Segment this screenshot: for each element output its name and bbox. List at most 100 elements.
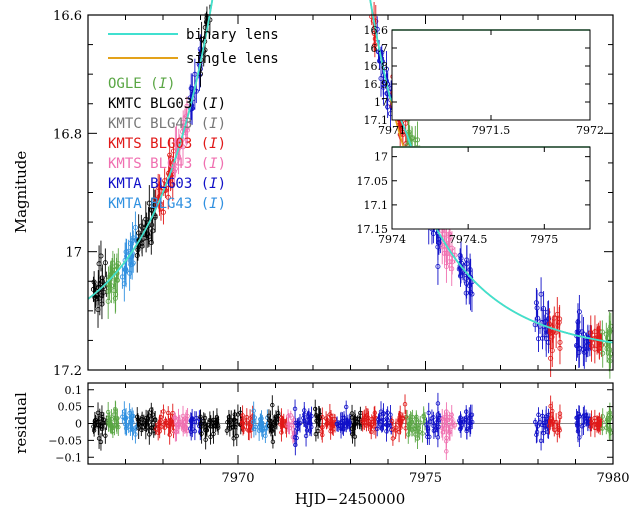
residual-point (174, 422, 180, 428)
data-point (444, 250, 450, 256)
residual-point (469, 412, 475, 417)
data-point (127, 270, 133, 276)
residual-point (127, 411, 132, 416)
residual-point (385, 422, 390, 428)
data-point (152, 214, 158, 220)
inset-anomaly-background (392, 147, 590, 229)
residual-point (224, 428, 230, 433)
residual-point (604, 419, 609, 424)
data-point (157, 184, 163, 190)
residual-panel: 7970 7975 7980 0.1 0.05 0 −0.05 −0.1 (48, 382, 630, 486)
residual-point (166, 410, 171, 416)
data-point (575, 319, 581, 325)
residual-point (538, 438, 544, 443)
data-point (538, 291, 544, 297)
residual-point (384, 416, 390, 421)
main-axis-ticks: 16.6 16.8 17 17.2 (53, 9, 614, 379)
residual-point (123, 415, 129, 420)
residual-point (582, 412, 587, 418)
residual-point (198, 424, 204, 429)
legend-series-label: KMTS BLG43 (I) (108, 156, 226, 172)
residual-point (376, 417, 381, 422)
data-point (598, 342, 604, 348)
residual-point (537, 420, 543, 425)
residual-point (208, 418, 213, 423)
data-point (96, 261, 102, 267)
legend-single-label: single lens (186, 51, 279, 67)
data-point (165, 194, 171, 200)
residual-point (536, 412, 541, 417)
residual-point (96, 422, 101, 428)
legend-series-label: KMTA BLG43 (I) (108, 196, 226, 212)
residual-point (280, 422, 285, 428)
data-point (606, 354, 612, 360)
residual-point (306, 411, 312, 416)
residual-point (547, 423, 552, 428)
residual-point (272, 422, 277, 428)
residual-point (93, 417, 98, 423)
inset-x-tick-label: 7971.5 (472, 124, 511, 137)
data-point (545, 309, 551, 315)
inset-x-tick-label: 7972 (576, 124, 604, 137)
residual-point (145, 416, 151, 421)
residual-point (304, 423, 309, 428)
inset-x-tick-label: 7974.5 (449, 233, 488, 246)
residual-point (105, 409, 111, 415)
residual-point (285, 423, 291, 428)
data-point (111, 288, 117, 294)
data-point (581, 349, 587, 355)
residual-point (410, 428, 415, 433)
data-point (548, 355, 554, 361)
residual-point (292, 406, 298, 412)
residual-point (464, 428, 469, 434)
residual-point (323, 416, 329, 421)
residual-point (414, 414, 419, 420)
data-point (533, 300, 539, 306)
residual-point (227, 422, 232, 428)
inset-x-tick-label: 7974 (378, 233, 406, 246)
residual-point (111, 412, 117, 417)
data-point (184, 103, 190, 109)
residual-point (174, 429, 179, 434)
residual-point (381, 411, 386, 416)
data-point (599, 329, 605, 335)
residual-point (600, 414, 605, 419)
data-point (466, 282, 472, 288)
residual-point (364, 412, 370, 418)
residual-point (164, 420, 169, 426)
data-point (576, 309, 582, 315)
inset-x-tick-label: 7971 (378, 124, 406, 137)
residual-point (467, 415, 472, 421)
residual-point (293, 442, 298, 448)
residual-point (389, 418, 395, 424)
legend-series-label: OGLE (I) (108, 76, 175, 92)
inset-y-tick-label: 16.9 (364, 78, 389, 91)
data-point (534, 305, 540, 311)
y-axis-title-magnitude: Magnitude (12, 151, 30, 234)
residual-point (371, 415, 377, 420)
data-point (576, 345, 582, 351)
residual-point (244, 421, 249, 426)
data-point (380, 84, 386, 90)
x-tick-label: 7970 (221, 471, 254, 486)
residual-point (597, 423, 603, 428)
residual-point (130, 420, 135, 425)
residual-point (139, 417, 145, 422)
residual-point (158, 417, 163, 423)
residual-point (313, 431, 319, 437)
inset-y-tick-label: 16.6 (364, 24, 389, 37)
residual-point (273, 418, 278, 424)
residual-point (384, 429, 389, 434)
residual-point (352, 434, 358, 439)
residual-point (124, 423, 129, 428)
residual-point (260, 428, 265, 433)
data-point (449, 252, 455, 258)
y-axis-title-residual: residual (12, 392, 30, 454)
residual-point (390, 436, 396, 441)
residual-point (143, 426, 149, 432)
residual-point (426, 410, 431, 416)
residual-point (393, 425, 399, 430)
residual-point (189, 416, 195, 421)
data-point (557, 339, 563, 345)
residual-point (215, 425, 221, 430)
